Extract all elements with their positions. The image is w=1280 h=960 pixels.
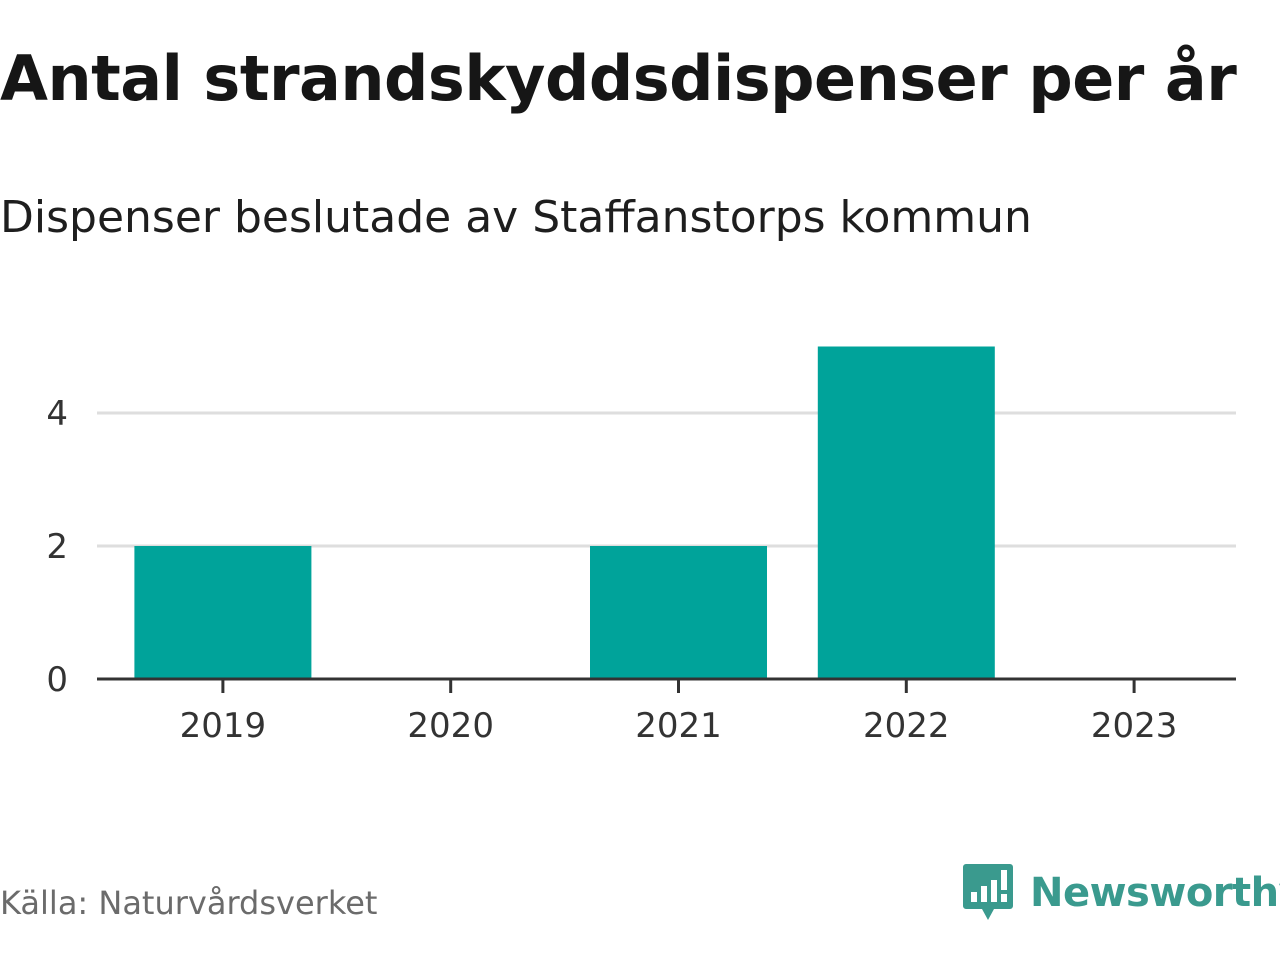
x-tick-label: 2023 [1091, 706, 1178, 746]
bar-2021 [590, 546, 767, 679]
brand-name: Newsworthy [1030, 870, 1280, 916]
y-tick-label: 0 [46, 660, 68, 700]
chart-title: Antal strandskyddsdispenser per år [0, 42, 1237, 115]
source-note: Källa: Naturvårdsverket [0, 884, 378, 922]
y-tick-label: 2 [46, 527, 68, 567]
x-tick-label: 2020 [407, 706, 494, 746]
bar-2019 [134, 546, 312, 679]
bar-2022 [817, 346, 995, 679]
x-tick-label: 2019 [180, 706, 267, 746]
x-tick-label: 2022 [863, 706, 950, 746]
y-tick-label: 4 [46, 394, 68, 434]
chart-subtitle: Dispenser beslutade av Staffanstorps kom… [0, 192, 1032, 243]
brand-logo: Newsworthy [962, 862, 1280, 924]
x-tick-label: 2021 [635, 706, 722, 746]
bar-chart-speech-bubble-icon [963, 864, 1013, 920]
